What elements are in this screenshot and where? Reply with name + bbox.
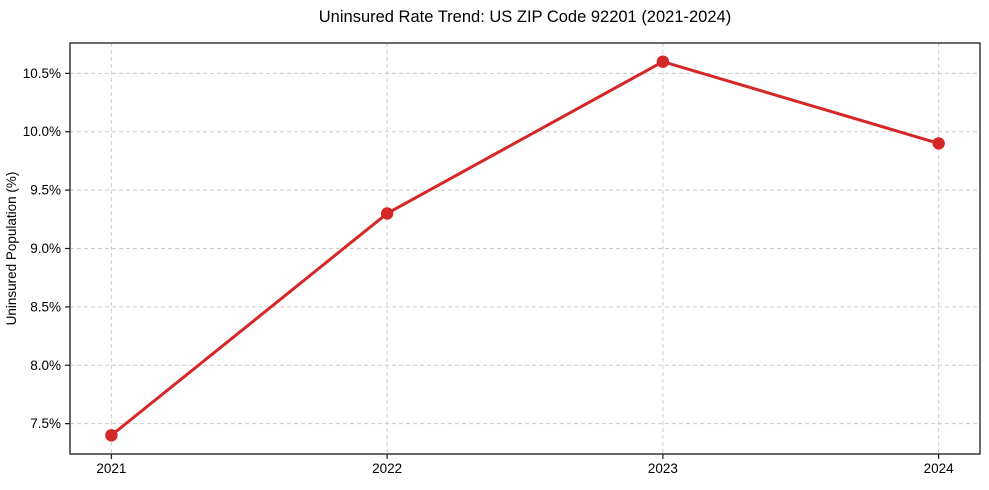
- x-tick-label: 2021: [96, 461, 126, 476]
- data-point: [105, 429, 118, 442]
- axes: 7.5% 8.0% 8.5% 9.0% 9.5% 10.0% 10.5% 2021 2022 20…: [23, 66, 954, 476]
- y-tick-label: 9.5%: [30, 183, 61, 198]
- y-tick-label: 8.5%: [30, 299, 61, 314]
- x-tick-label: 2022: [372, 461, 402, 476]
- x-tick-label: 2024: [924, 461, 955, 476]
- y-axis-label: Uninsured Population (%): [4, 172, 19, 326]
- x-tick-label: 2023: [648, 461, 678, 476]
- y-tick-label: 7.5%: [30, 416, 61, 431]
- y-tick-label: 10.5%: [23, 66, 61, 81]
- y-tick-label: 10.0%: [23, 124, 61, 139]
- trend-line: [109, 60, 941, 437]
- data-point: [656, 55, 670, 68]
- gridlines: [70, 43, 980, 454]
- data-series: [105, 55, 945, 442]
- y-tick-label: 9.0%: [30, 241, 61, 256]
- y-tick-label: 8.0%: [30, 358, 61, 373]
- data-point: [380, 207, 394, 220]
- data-point: [932, 137, 945, 150]
- chart-title: Uninsured Rate Trend: US ZIP Code 92201 …: [319, 8, 731, 26]
